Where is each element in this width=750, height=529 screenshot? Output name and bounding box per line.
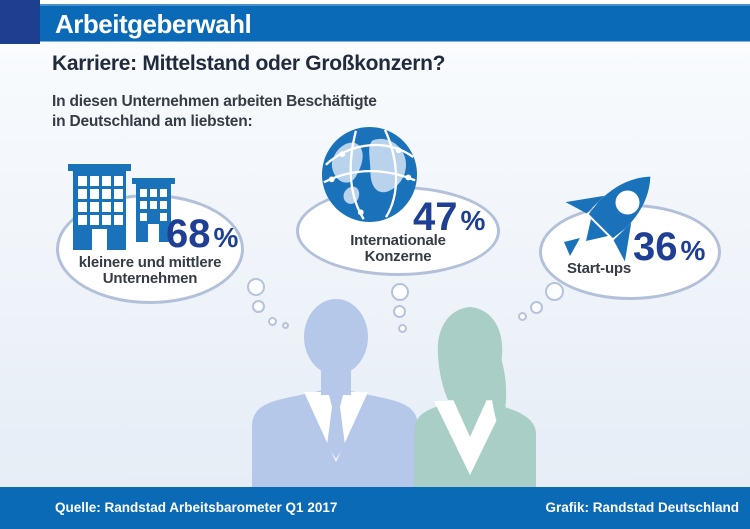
header-bar: Arbeitgeberwahl — [40, 4, 750, 42]
woman-silhouette — [414, 307, 536, 492]
value-sme-number: 68 — [166, 212, 211, 256]
buildings-icon — [68, 164, 175, 250]
source-text: Quelle: Randstad Arbeitsbarometer Q1 201… — [55, 500, 338, 515]
intro-line-1: In diesen Unternehmen arbeiten Beschäfti… — [52, 93, 377, 110]
page-title: Arbeitgeberwahl — [55, 9, 252, 39]
label-startups: Start-ups — [567, 261, 687, 277]
man-silhouette — [252, 299, 418, 492]
people-silhouettes — [252, 299, 536, 492]
label-corporations-line2: Konzerne — [364, 248, 432, 265]
intro-line-2: in Deutschland am liebsten: — [52, 113, 253, 130]
value-corporations-percent: % — [460, 205, 486, 236]
thought-dot — [391, 283, 409, 301]
value-corporations-number: 47 — [413, 195, 458, 239]
header-accent-block — [0, 0, 40, 44]
thought-dot — [393, 305, 406, 318]
label-startups-line1: Start-ups — [567, 260, 632, 277]
value-sme-percent: % — [213, 222, 239, 253]
intro-text: In diesen Unternehmen arbeiten Beschäfti… — [52, 92, 377, 132]
thought-dot — [252, 300, 265, 313]
thought-dot — [398, 324, 407, 333]
label-corporations-line1: Internationale — [350, 232, 446, 249]
thought-dot — [545, 282, 564, 301]
label-sme-line1: kleinere und mittlere — [78, 254, 222, 271]
label-corporations: Internationale Konzerne — [296, 233, 500, 265]
value-startups: 36% — [633, 227, 705, 267]
thought-bubble-corporations — [296, 186, 500, 276]
value-corporations: 47% — [413, 197, 485, 237]
man-tie — [329, 395, 343, 407]
headline: Karriere: Mittelstand oder Großkonzern? — [52, 52, 446, 75]
label-sme: kleinere und mittlere Unternehmen — [56, 255, 244, 287]
value-startups-number: 36 — [633, 225, 678, 269]
thought-dot — [282, 322, 289, 329]
thought-dot — [518, 312, 527, 321]
thought-dot — [247, 278, 265, 296]
thought-dot — [530, 301, 543, 314]
woman-blouse — [434, 401, 506, 475]
label-sme-line2: Unternehmen — [102, 270, 198, 287]
thought-dot — [268, 317, 277, 326]
globe-icon — [321, 126, 418, 223]
value-sme: 68% — [166, 214, 238, 254]
credit-text: Grafik: Randstad Deutschland — [545, 500, 739, 515]
value-startups-percent: % — [680, 235, 706, 266]
footer-bar: Quelle: Randstad Arbeitsbarometer Q1 201… — [0, 487, 750, 529]
rocket-icon — [564, 176, 651, 262]
